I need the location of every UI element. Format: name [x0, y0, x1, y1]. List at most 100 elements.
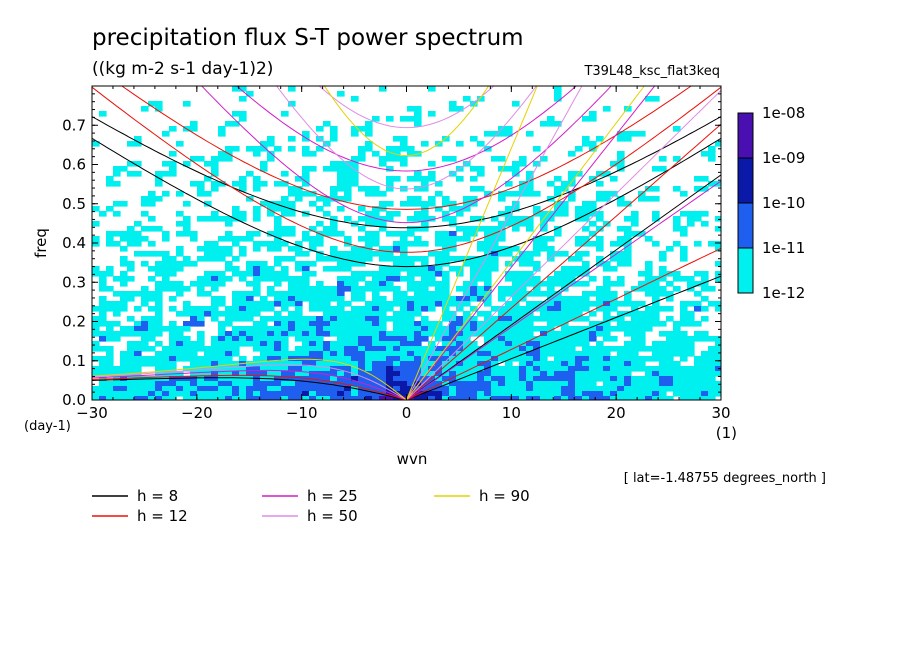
spectrum-cell — [302, 336, 310, 342]
spectrum-cell — [449, 381, 457, 387]
spectrum-cell — [106, 391, 114, 397]
spectrum-cell — [260, 326, 268, 332]
spectrum-cell — [148, 291, 156, 297]
spectrum-cell — [386, 356, 394, 362]
spectrum-cell — [512, 171, 520, 177]
spectrum-cell — [239, 176, 247, 182]
spectrum-cell — [680, 316, 688, 322]
spectrum-cell — [582, 396, 590, 400]
spectrum-cell — [568, 386, 576, 392]
spectrum-cell — [638, 341, 646, 347]
spectrum-cell — [155, 176, 163, 182]
spectrum-cell — [624, 366, 632, 372]
spectrum-cell — [631, 331, 639, 337]
spectrum-cell — [344, 286, 352, 292]
spectrum-cell — [337, 161, 345, 167]
spectrum-cell — [505, 211, 513, 217]
spectrum-cell — [680, 191, 688, 197]
spectrum-cell — [113, 201, 121, 207]
colorbar-swatch — [737, 157, 754, 204]
spectrum-cell — [246, 236, 254, 242]
spectrum-cell — [624, 381, 632, 387]
spectrum-cell — [526, 221, 534, 227]
spectrum-cell — [638, 396, 646, 400]
spectrum-cell — [680, 331, 688, 337]
spectrum-cell — [512, 256, 520, 262]
spectrum-cell — [281, 361, 289, 367]
spectrum-cell — [253, 261, 261, 267]
spectrum-cell — [351, 296, 359, 302]
spectrum-cell — [344, 261, 352, 267]
spectrum-cell — [631, 386, 639, 392]
spectrum-cell — [708, 286, 716, 292]
spectrum-cell — [197, 346, 205, 352]
spectrum-cell — [176, 336, 184, 342]
spectrum-cell — [421, 396, 429, 400]
spectrum-cell — [638, 271, 646, 277]
spectrum-cell — [232, 291, 240, 297]
spectrum-cell — [484, 336, 492, 342]
spectrum-cell — [512, 351, 520, 357]
spectrum-cell — [575, 376, 583, 382]
spectrum-cell — [505, 261, 513, 267]
spectrum-cell — [624, 291, 632, 297]
spectrum-cell — [372, 356, 380, 362]
spectrum-cell — [372, 316, 380, 322]
spectrum-cell — [484, 131, 492, 137]
spectrum-cell — [337, 181, 345, 187]
spectrum-cell — [239, 391, 247, 397]
spectrum-cell — [645, 291, 653, 297]
spectrum-cell — [253, 291, 261, 297]
spectrum-cell — [267, 151, 275, 157]
spectrum-cell — [148, 266, 156, 272]
spectrum-cell — [302, 261, 310, 267]
spectrum-cell — [645, 96, 653, 102]
spectrum-cell — [386, 156, 394, 162]
spectrum-cell — [477, 381, 485, 387]
spectrum-cell — [211, 281, 219, 287]
spectrum-cell — [260, 306, 268, 312]
spectrum-cell — [274, 346, 282, 352]
spectrum-cell — [708, 146, 716, 152]
spectrum-cell — [127, 326, 135, 332]
spectrum-cell — [92, 266, 100, 272]
spectrum-cell — [309, 331, 317, 337]
spectrum-cell — [225, 311, 233, 317]
spectrum-cell — [127, 266, 135, 272]
spectrum-cell — [358, 271, 366, 277]
spectrum-cell — [155, 226, 163, 232]
spectrum-cell — [715, 226, 721, 232]
spectrum-cell — [533, 351, 541, 357]
spectrum-cell — [575, 386, 583, 392]
spectrum-cell — [666, 381, 674, 387]
spectrum-cell — [512, 341, 520, 347]
spectrum-cell — [498, 356, 506, 362]
spectrum-cell — [386, 306, 394, 312]
spectrum-cell — [127, 366, 135, 372]
spectrum-cell — [190, 366, 198, 372]
spectrum-cell — [463, 261, 471, 267]
spectrum-cell — [589, 291, 597, 297]
spectrum-cell — [316, 206, 324, 212]
spectrum-cell — [687, 221, 695, 227]
spectrum-cell — [351, 366, 359, 372]
spectrum-cell — [680, 376, 688, 382]
spectrum-cell — [582, 376, 590, 382]
spectrum-cell — [155, 356, 163, 362]
spectrum-cell — [302, 266, 310, 272]
spectrum-cell — [477, 266, 485, 272]
spectrum-cell — [197, 321, 205, 327]
spectrum-cell — [561, 331, 569, 337]
spectrum-cell — [456, 236, 464, 242]
spectrum-cell — [407, 231, 415, 237]
spectrum-cell — [540, 236, 548, 242]
spectrum-cell — [288, 186, 296, 192]
spectrum-cell — [176, 381, 184, 387]
spectrum-cell — [309, 296, 317, 302]
spectrum-cell — [379, 391, 387, 397]
spectrum-cell — [638, 356, 646, 362]
spectrum-cell — [547, 311, 555, 317]
spectrum-cell — [512, 306, 520, 312]
spectrum-cell — [113, 306, 121, 312]
chart-title: precipitation flux S-T power spectrum — [92, 25, 524, 51]
